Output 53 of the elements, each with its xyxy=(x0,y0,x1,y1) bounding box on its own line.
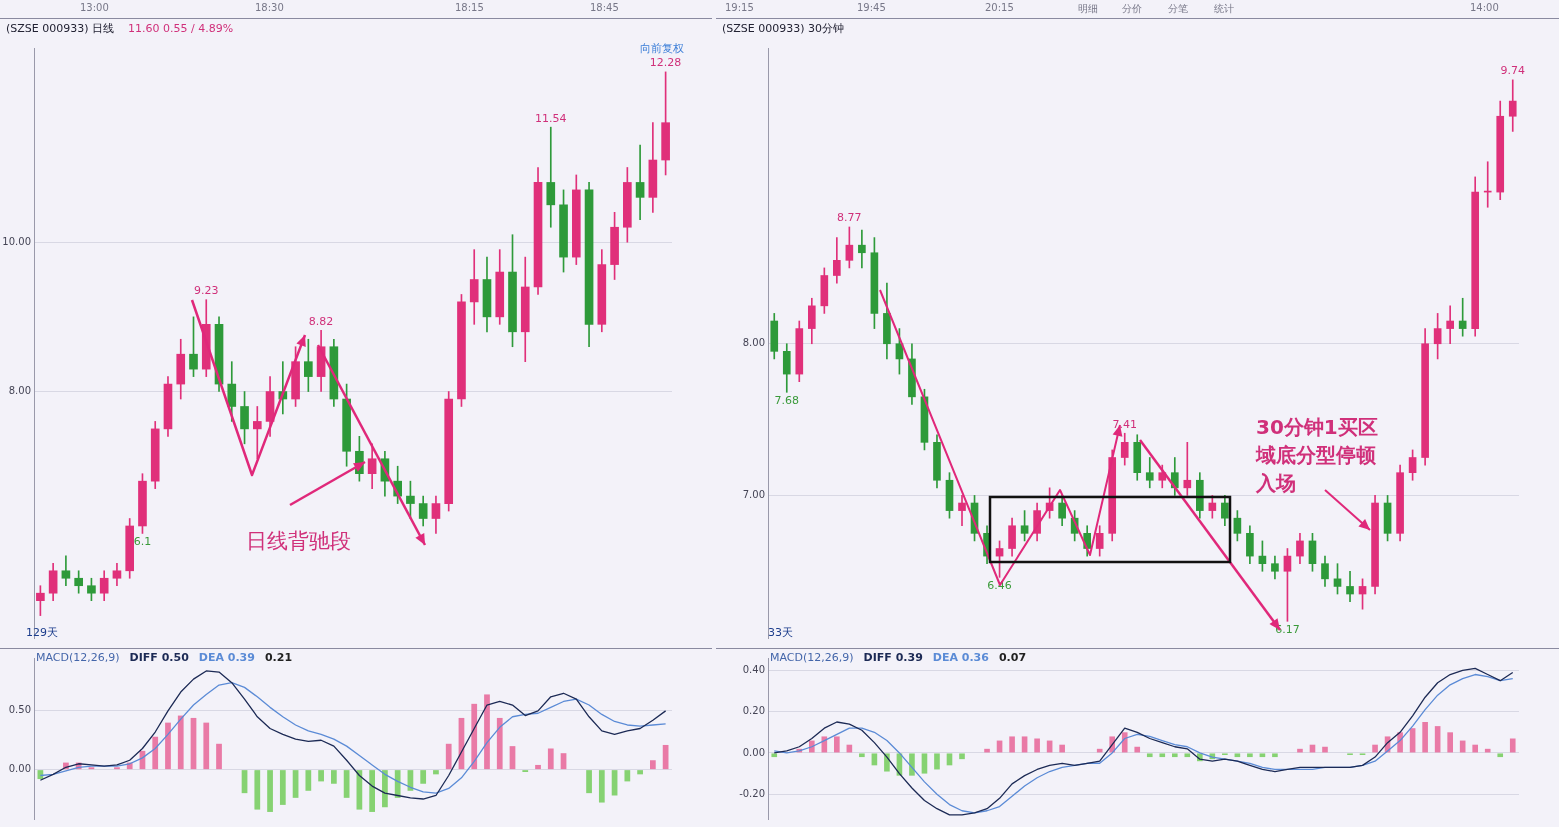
text: 18:30 xyxy=(255,2,284,13)
y-tick-label: -0.20 xyxy=(739,787,765,799)
text: DIFF xyxy=(863,651,893,664)
annotation: 12.28 xyxy=(649,56,682,70)
annotation: 9.74 xyxy=(1500,64,1525,78)
annotation: 11.54 xyxy=(535,111,567,125)
y-tick-label: 8.00 xyxy=(742,337,765,349)
chart-subtitle: 11.60 0.55 / 4.89% xyxy=(128,22,234,35)
annotation: 向前复权 xyxy=(640,41,684,56)
y-tick-label: 0.20 xyxy=(742,705,765,717)
y-tick-label: 8.00 xyxy=(8,385,31,397)
y-tick-label: 0.40 xyxy=(742,663,765,675)
annotation: 33天 xyxy=(768,625,793,640)
annotation: 8.77 xyxy=(837,211,862,225)
text: 19:45 xyxy=(857,2,886,13)
annotation: 30分钟1买区 xyxy=(1256,414,1378,441)
annotation: 7.41 xyxy=(1112,417,1137,431)
y-tick-label: 0.00 xyxy=(8,763,31,775)
series-label: DEA xyxy=(198,651,225,664)
annotation: 0.39 xyxy=(227,651,255,664)
text: 统计 xyxy=(1214,2,1234,16)
text: 分价 xyxy=(1122,2,1142,16)
y-tick-label: 0.50 xyxy=(8,704,31,716)
annotation: 8.82 xyxy=(308,314,334,328)
annotation: 0.50 xyxy=(161,651,189,664)
annotation: 0.21 xyxy=(264,651,293,664)
legend-title: MACD(12,26,9) xyxy=(36,651,120,664)
y-tick-label: 10.00 xyxy=(2,235,31,247)
y-tick-label: 7.00 xyxy=(742,489,765,501)
annotation: 日线背驰段 xyxy=(246,528,351,555)
annotation: 0.39 xyxy=(895,651,923,664)
text: DIFF xyxy=(129,651,159,664)
chart-title: (SZSE 000933) 日线 xyxy=(6,22,115,35)
chart-title: (SZSE 000933) 30分钟 xyxy=(722,22,845,35)
text: 18:45 xyxy=(590,2,619,13)
y-tick-label: 0.00 xyxy=(742,746,765,758)
text: 18:15 xyxy=(455,2,484,13)
annotation: 域底分型停顿 xyxy=(1256,442,1376,469)
legend-title: MACD(12,26,9) xyxy=(770,651,854,664)
annotation: 0.07 xyxy=(998,651,1027,664)
text: 明细 xyxy=(1078,2,1098,16)
text: 20:15 xyxy=(985,2,1014,13)
annotation: 129天 xyxy=(26,625,58,640)
annotation: 9.23 xyxy=(194,284,219,298)
annotation: 入场 xyxy=(1256,470,1296,497)
text: 14:00 xyxy=(1470,2,1499,13)
text: DEA xyxy=(932,651,959,664)
annotation: 6.1 xyxy=(133,534,152,548)
text: 19:15 xyxy=(725,2,754,13)
text: 13:00 xyxy=(80,2,109,13)
annotation: 0.36 xyxy=(961,651,989,664)
annotation: 7.68 xyxy=(774,393,800,407)
text: 分笔 xyxy=(1168,2,1188,16)
